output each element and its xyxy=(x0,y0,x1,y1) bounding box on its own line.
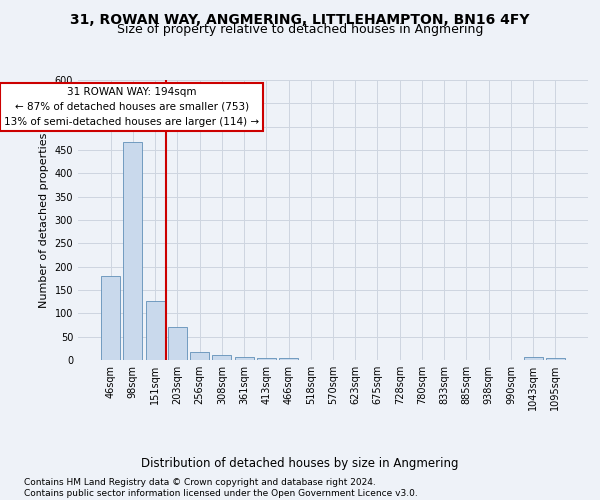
Bar xyxy=(524,357,542,360)
Bar xyxy=(190,352,209,360)
Text: Contains HM Land Registry data © Crown copyright and database right 2024.
Contai: Contains HM Land Registry data © Crown c… xyxy=(24,478,418,498)
Bar xyxy=(168,328,187,360)
Text: Distribution of detached houses by size in Angmering: Distribution of detached houses by size … xyxy=(141,458,459,470)
Bar xyxy=(279,358,298,360)
Text: Size of property relative to detached houses in Angmering: Size of property relative to detached ho… xyxy=(117,24,483,36)
Bar xyxy=(546,358,565,360)
Bar xyxy=(124,142,142,360)
Bar xyxy=(235,356,254,360)
Bar xyxy=(101,276,120,360)
Bar xyxy=(146,301,164,360)
Bar xyxy=(212,356,231,360)
Y-axis label: Number of detached properties: Number of detached properties xyxy=(39,132,49,308)
Text: 31, ROWAN WAY, ANGMERING, LITTLEHAMPTON, BN16 4FY: 31, ROWAN WAY, ANGMERING, LITTLEHAMPTON,… xyxy=(70,12,530,26)
Bar xyxy=(257,358,276,360)
Text: 31 ROWAN WAY: 194sqm
← 87% of detached houses are smaller (753)
13% of semi-deta: 31 ROWAN WAY: 194sqm ← 87% of detached h… xyxy=(4,87,259,126)
